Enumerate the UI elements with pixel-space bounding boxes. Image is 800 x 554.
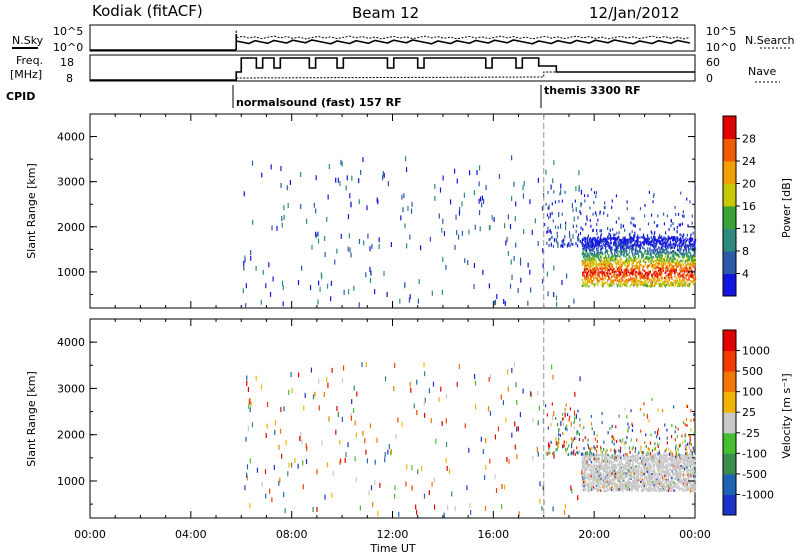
nsky-panel: N.Sky 10^5 10^0 10^5 10^0 N.Search [12,24,795,54]
colorbar-swatch-5 [723,161,736,184]
nsearch-tick-top: 10^5 [706,25,736,38]
colorbar-swatch-0 [723,273,736,297]
colorbar-tick-6: -500 [742,468,767,481]
cpid-mode-1: normalsound (fast) 157 RF [236,96,402,109]
xtick-label-6: 00:00 [679,528,711,541]
power-panel: 1000 2000 3000 4000 Slant Range [km] 4 8 12 16… [25,113,793,309]
power-colorbar: 4 8 12 16 20 24 28 [722,115,756,297]
xtick-label-4: 16:00 [477,528,509,541]
ytick-label-0-0: 1000 [57,266,85,279]
xtick-label-3: 12:00 [377,528,409,541]
ytick-label-1-2: 3000 [57,382,85,395]
velocity-panel: 1000 2000 3000 4000 Slant Range [km] 1000 50… [25,318,793,519]
power-data [242,155,697,309]
velocity-colorbar: 1000 500 100 25 -25 -100 -500 -1000 [722,329,774,516]
time-axis: 00:00 04:00 08:00 12:00 16:00 20:00 00:00 [74,528,711,541]
colorbar-swatch-3 [723,432,736,454]
velocity-data [244,361,697,518]
velocity-colorbar-label: Velocity [m s⁻¹] [780,373,793,458]
xtick-label-0: 00:00 [74,528,106,541]
colorbar-swatch-8 [723,330,736,352]
colorbar-tick-1: 8 [742,245,749,258]
colorbar-tick-7: -1000 [742,488,774,501]
colorbar-tick-2: 100 [742,386,763,399]
cpid-label: CPID [6,90,35,103]
colorbar-swatch-3 [723,206,736,229]
nsky-tick-top: 10^5 [53,25,83,38]
colorbar-swatch-0 [723,494,736,516]
xtick-label-1: 04:00 [175,528,207,541]
colorbar-tick-3: 16 [742,200,756,213]
colorbar-tick-4: -25 [742,427,760,440]
freq-panel: Freq. [MHz] 18 8 60 0 Nave [10,54,780,85]
power-colorbar-label: Power [dB] [780,178,793,238]
ytick-label-1-3: 4000 [57,336,85,349]
colorbar-tick-0: 1000 [742,345,770,358]
colorbar-swatch-7 [723,116,736,139]
freq-traces [90,57,695,81]
date-title: 12/Jan/2012 [589,4,680,22]
ytick-label-0-2: 3000 [57,176,85,189]
cpid-mode-2: themis 3300 RF [544,84,641,97]
colorbar-swatch-5 [723,391,736,413]
colorbar-tick-0: 4 [742,268,749,281]
nave-label: Nave [748,65,776,78]
station-title: Kodiak (fitACF) [92,2,203,20]
colorbar-swatch-4 [723,412,736,434]
colorbar-swatch-2 [723,228,736,252]
ytick-label-1-1: 2000 [57,429,85,442]
colorbar-swatch-6 [723,138,736,162]
xaxis-label: Time UT [369,542,415,554]
nave-tick-top: 60 [706,56,720,69]
freq-tick-bottom: 8 [66,72,73,85]
power-ylabel: Slant Range [km] [25,163,38,259]
freq-tick-top: 18 [60,56,74,69]
ytick-label-1-0: 1000 [57,475,85,488]
ytick-label-0-3: 4000 [57,131,85,144]
colorbar-swatch-6 [723,371,736,393]
nave-tick-bottom: 0 [706,72,713,85]
colorbar-tick-5: 24 [742,155,756,168]
colorbar-swatch-1 [723,473,736,495]
xtick-label-2: 08:00 [276,528,308,541]
nsearch-tick-bottom: 10^0 [706,41,736,54]
beam-title: Beam 12 [352,4,419,22]
colorbar-tick-2: 12 [742,223,756,236]
velocity-ylabel: Slant Range [km] [25,371,38,467]
colorbar-tick-6: 28 [742,133,756,146]
colorbar-swatch-2 [723,453,736,475]
colorbar-tick-1: 500 [742,365,763,378]
colorbar-tick-4: 20 [742,178,756,191]
freq-label: Freq. [16,54,43,67]
nsearch-label: N.Search [745,34,795,47]
nsky-label: N.Sky [12,34,44,47]
ytick-label-0-1: 2000 [57,221,85,234]
nsky-tick-bottom: 10^0 [53,41,83,54]
colorbar-tick-5: -100 [742,447,767,460]
colorbar-tick-3: 25 [742,406,756,419]
colorbar-swatch-1 [723,251,736,274]
xtick-label-5: 20:00 [578,528,610,541]
nsky-traces [90,30,691,51]
colorbar-swatch-7 [723,350,736,372]
colorbar-swatch-4 [723,183,736,207]
freq-unit-label: [MHz] [10,68,42,81]
